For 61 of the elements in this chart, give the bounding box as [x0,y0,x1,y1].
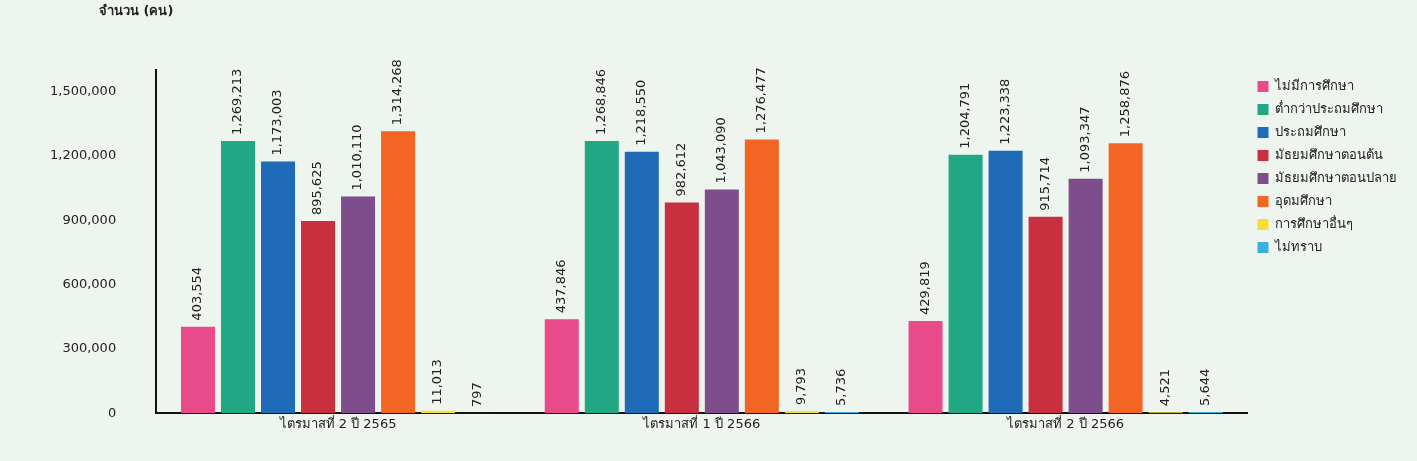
bar [744,139,779,414]
y-axis-title: จำนวน (คน) [98,3,174,19]
bar [180,326,215,414]
bar [341,196,376,414]
bar [1108,143,1143,414]
legend-label: มัธยมศึกษาตอนต้น [1275,146,1383,162]
data-label: 797 [469,382,485,408]
data-label: 4,521 [1157,369,1173,407]
data-label: 5,736 [833,368,849,406]
data-label: 1,173,003 [269,89,285,156]
bar [381,131,416,414]
data-label: 1,223,338 [996,78,1012,145]
data-label: 1,314,268 [389,59,405,126]
data-label: 5,644 [1197,368,1213,406]
y-tick-label: 300,000 [62,340,117,356]
legend-label: ไม่ทราบ [1274,238,1322,254]
x-tick-label: ไตรมาสที่ 1 ปี 2566 [642,415,761,432]
bar [664,202,699,414]
data-label: 429,819 [916,261,932,315]
legend-label: การศึกษาอื่นๆ [1275,214,1353,231]
y-tick-label: 0 [107,404,117,420]
bar [1028,216,1063,414]
x-tick-label: ไตรมาสที่ 2 ปี 2566 [1006,415,1124,432]
y-tick-label: 1,200,000 [49,147,117,163]
bar [301,221,336,414]
data-label: 1,010,110 [349,124,365,191]
legend-label: มัธยมศึกษาตอนปลาย [1275,169,1397,185]
bar [908,321,943,414]
data-label: 1,268,846 [593,68,609,136]
y-tick-label: 1,500,000 [49,82,117,98]
data-label: 1,218,550 [633,79,649,146]
bar [948,154,983,414]
y-tick-label: 900,000 [62,211,117,227]
legend-label: ไม่มีการศึกษา [1274,77,1354,93]
data-label: 895,625 [309,161,325,216]
bar [704,189,739,414]
data-label: 1,269,213 [229,68,245,135]
bar [988,150,1023,414]
bar [221,140,256,414]
x-tick-label: ไตรมาสที่ 2 ปี 2565 [278,415,397,432]
data-label: 1,093,347 [1076,106,1092,173]
data-label: 982,612 [673,142,689,197]
data-label: 9,793 [793,367,809,406]
bar [1068,178,1103,414]
bar [544,319,579,414]
y-tick-label: 600,000 [62,275,117,291]
bar [584,141,619,414]
data-label: 11,013 [429,359,445,405]
data-label: 1,258,876 [1117,71,1133,138]
data-label: 1,204,791 [956,82,972,149]
bar [784,411,819,414]
data-label: 1,276,477 [753,67,769,134]
bar [624,151,659,414]
legend-label: ประถมศึกษา [1275,123,1346,139]
legend-label: ต่ำกว่าประถมศึกษา [1275,99,1383,116]
data-label: 1,043,090 [713,117,729,184]
data-label: 915,714 [1036,157,1052,211]
data-label: 403,554 [189,266,205,321]
data-label: 437,846 [553,259,569,314]
bar [261,161,296,414]
legend-label: อุดมศึกษา [1275,192,1332,209]
